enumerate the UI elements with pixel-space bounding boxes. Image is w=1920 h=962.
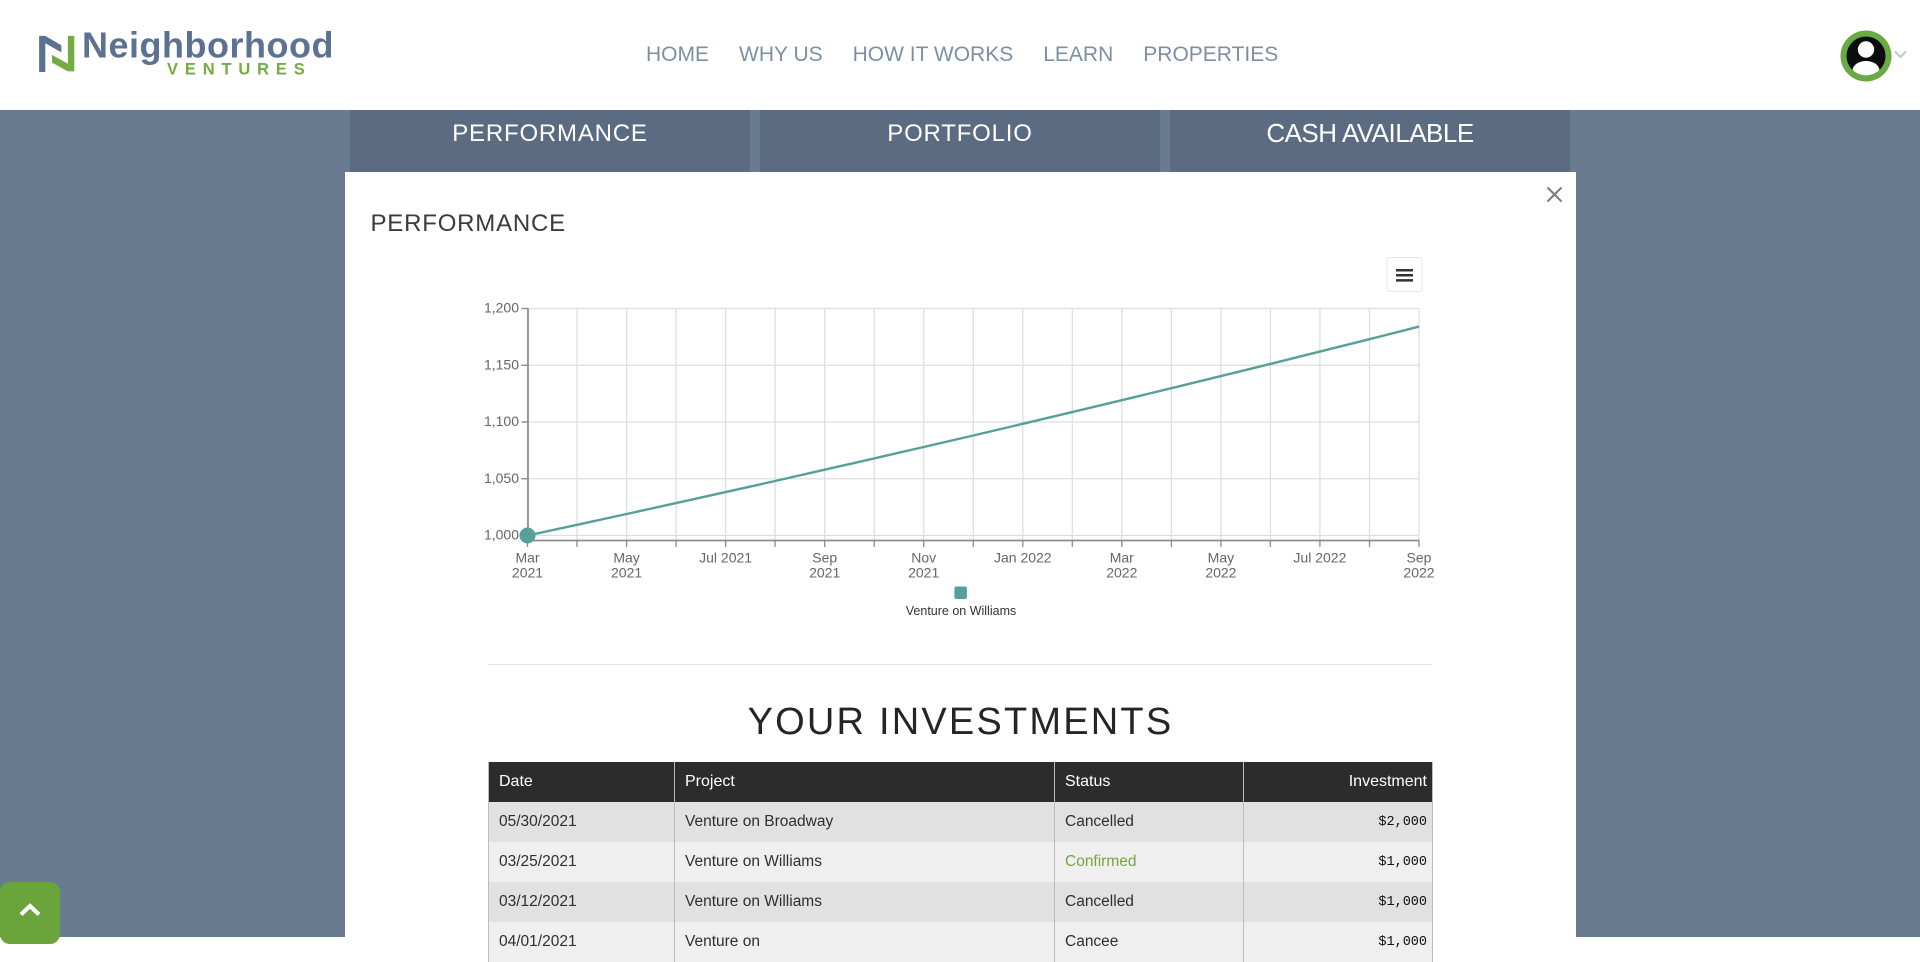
svg-text:Jul 2022: Jul 2022 [1293,549,1346,565]
svg-text:1,000: 1,000 [484,526,519,542]
svg-text:1,100: 1,100 [484,413,519,429]
svg-text:2022: 2022 [1106,564,1137,580]
svg-text:Mar: Mar [515,549,539,565]
svg-text:2021: 2021 [809,564,840,580]
svg-text:Jan 2022: Jan 2022 [994,549,1052,565]
svg-text:May: May [613,549,639,565]
svg-text:Neighborhood: Neighborhood [82,25,334,66]
svg-text:May: May [1208,549,1234,565]
svg-text:VENTURES: VENTURES [167,61,312,79]
svg-text:Mar: Mar [1110,549,1134,565]
svg-text:Sep: Sep [1407,549,1432,565]
svg-text:1,150: 1,150 [484,356,519,372]
svg-text:2021: 2021 [512,564,543,580]
svg-text:2021: 2021 [611,564,642,580]
svg-text:1,200: 1,200 [484,299,519,315]
svg-text:Venture on Williams: Venture on Williams [906,604,1016,618]
svg-text:Jul 2021: Jul 2021 [699,549,752,565]
svg-text:2022: 2022 [1403,564,1434,580]
svg-text:Sep: Sep [812,549,837,565]
svg-text:2021: 2021 [908,564,939,580]
svg-text:Nov: Nov [911,549,936,565]
svg-text:1,050: 1,050 [484,469,519,485]
svg-text:2022: 2022 [1205,564,1236,580]
